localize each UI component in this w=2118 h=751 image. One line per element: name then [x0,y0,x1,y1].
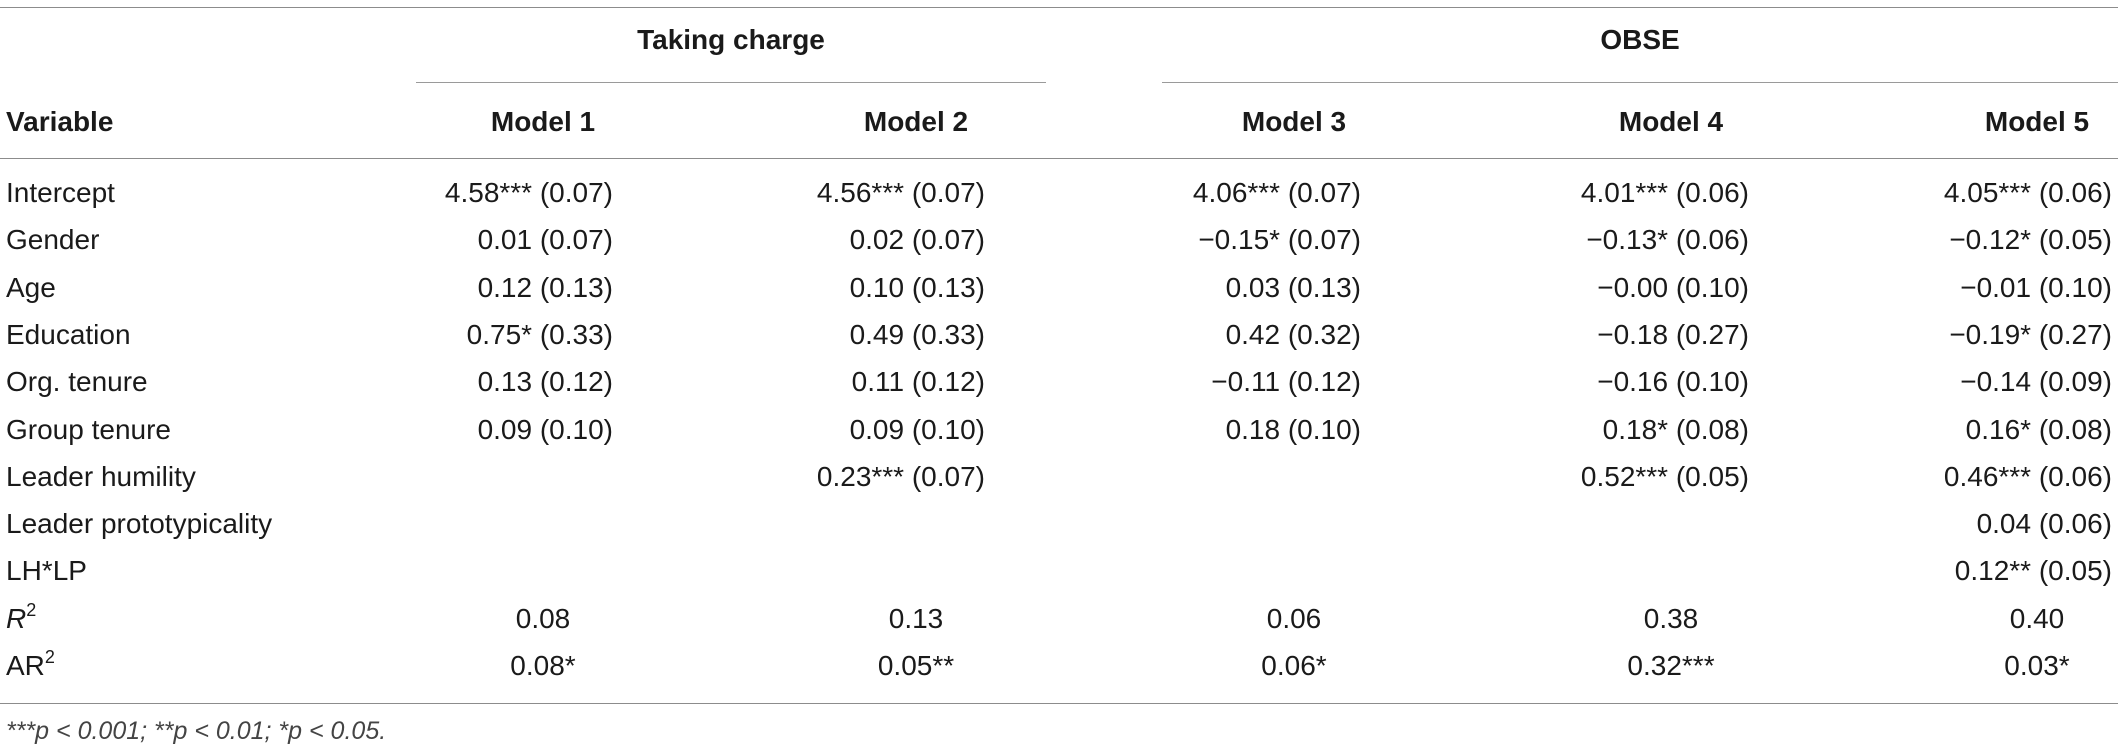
ar-squared-label: AR2 [6,647,55,683]
table-cell: 0.42 (0.32) [1225,319,1361,350]
table-cell: −0.15* (0.07) [1198,224,1361,255]
row-label-superscript: 2 [44,647,55,667]
table-cell: −0.00 (0.10) [1597,272,1749,303]
table-cell: 0.06* [1261,650,1327,681]
table-cell: 0.12 (0.13) [477,272,613,303]
row-label: Education [6,319,131,350]
table-cell: 0.23*** (0.07) [816,461,985,492]
table-cell: −0.14 (0.09) [1960,366,2112,397]
group-header-obse: OBSE [1600,24,1680,55]
row-label: Leader humility [6,461,196,492]
table-cell: 0.32*** [1627,650,1715,681]
table-cell: 0.09 (0.10) [477,414,613,445]
table-cell: 0.08 [515,603,571,634]
table-cell: 0.01 (0.07) [477,224,613,255]
table-cell: 0.02 (0.07) [849,224,985,255]
table-cell: 4.56*** (0.07) [816,177,985,208]
table-cell: −0.16 (0.10) [1597,366,1749,397]
table-cell: 0.05** [877,650,955,681]
table-cell: 0.06 [1266,603,1322,634]
row-label: LH*LP [6,555,87,586]
row-label-text: AR [6,650,45,681]
table-cell: 0.10 (0.13) [849,272,985,303]
row-label: Gender [6,224,100,255]
table-cell: 4.01*** (0.06) [1580,177,1749,208]
table-cell: 0.03 (0.13) [1225,272,1361,303]
table-cell: 0.40 [2009,603,2065,634]
group-header-taking-charge: Taking charge [637,24,825,55]
table-cell: −0.18 (0.27) [1597,319,1749,350]
table-cell: 0.18 (0.10) [1225,414,1361,445]
table-cell: 0.03* [2004,650,2070,681]
table-cell: −0.01 (0.10) [1960,272,2112,303]
row-label: Leader prototypicality [6,508,273,539]
table-cell: 4.06*** (0.07) [1192,177,1361,208]
row-label: Intercept [6,177,115,208]
column-header-model-4: Model 4 [1618,106,1724,137]
table-cell: 0.08* [510,650,576,681]
column-header-model-2: Model 2 [863,106,969,137]
row-label-superscript: 2 [26,600,37,620]
table-cell: 0.13 (0.12) [477,366,613,397]
table-cell: 0.04 (0.06) [1976,508,2112,539]
r-squared-label: R2 [6,600,37,636]
table-cell: 0.16* (0.08) [1965,414,2112,445]
table-cell: 0.38 [1643,603,1699,634]
table-cell: 0.09 (0.10) [849,414,985,445]
table-cell: 0.12** (0.05) [1954,555,2112,586]
row-label: Group tenure [6,414,171,445]
row-label-text: R [6,603,27,634]
table-cell: 4.05*** (0.06) [1943,177,2112,208]
header-rule [0,158,2118,159]
row-label: Org. tenure [6,366,148,397]
table-cell: −0.13* (0.06) [1586,224,1749,255]
table-cell: −0.11 (0.12) [1211,366,1361,397]
column-header-model-3: Model 3 [1241,106,1347,137]
column-header-model-5: Model 5 [1984,106,2090,137]
footnote: ***p < 0.001; **p < 0.01; *p < 0.05. [6,717,387,745]
obse-underline [1162,82,2118,83]
bottom-rule [0,703,2118,704]
table-cell: 0.75* (0.33) [466,319,613,350]
table-cell: 0.49 (0.33) [849,319,985,350]
table-cell: −0.12* (0.05) [1949,224,2112,255]
table-cell: 0.11 (0.12) [851,366,985,397]
top-rule [0,7,2118,8]
table-cell: 4.58*** (0.07) [444,177,613,208]
table-cell: 0.18* (0.08) [1602,414,1749,445]
column-header-variable: Variable [6,106,114,137]
taking-charge-underline [416,82,1046,83]
table-cell: 0.52*** (0.05) [1580,461,1749,492]
column-header-model-1: Model 1 [490,106,596,137]
table-cell: 0.46*** (0.06) [1943,461,2112,492]
table-cell: −0.19* (0.27) [1949,319,2112,350]
row-label: Age [6,272,56,303]
table-cell: 0.13 [888,603,944,634]
